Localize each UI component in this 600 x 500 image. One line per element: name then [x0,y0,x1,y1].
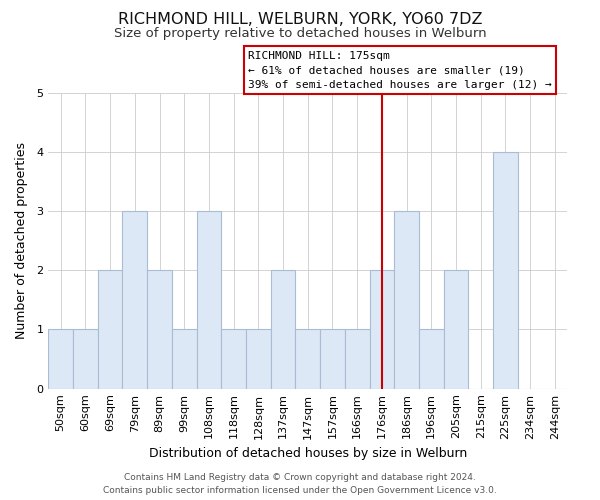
Bar [73,330,98,388]
Bar [98,270,122,388]
Bar [443,270,469,388]
X-axis label: Distribution of detached houses by size in Welburn: Distribution of detached houses by size … [149,447,467,460]
Bar [345,330,370,388]
Bar [271,270,295,388]
Bar [419,330,443,388]
Text: Contains HM Land Registry data © Crown copyright and database right 2024.
Contai: Contains HM Land Registry data © Crown c… [103,474,497,495]
Bar [122,211,147,388]
Text: RICHMOND HILL: 175sqm
← 61% of detached houses are smaller (19)
39% of semi-deta: RICHMOND HILL: 175sqm ← 61% of detached … [248,51,552,90]
Y-axis label: Number of detached properties: Number of detached properties [15,142,28,339]
Bar [147,270,172,388]
Bar [320,330,345,388]
Bar [370,270,394,388]
Bar [172,330,197,388]
Bar [246,330,271,388]
Text: Size of property relative to detached houses in Welburn: Size of property relative to detached ho… [113,28,487,40]
Bar [221,330,246,388]
Bar [394,211,419,388]
Bar [493,152,518,388]
Bar [295,330,320,388]
Text: RICHMOND HILL, WELBURN, YORK, YO60 7DZ: RICHMOND HILL, WELBURN, YORK, YO60 7DZ [118,12,482,28]
Bar [49,330,73,388]
Bar [197,211,221,388]
